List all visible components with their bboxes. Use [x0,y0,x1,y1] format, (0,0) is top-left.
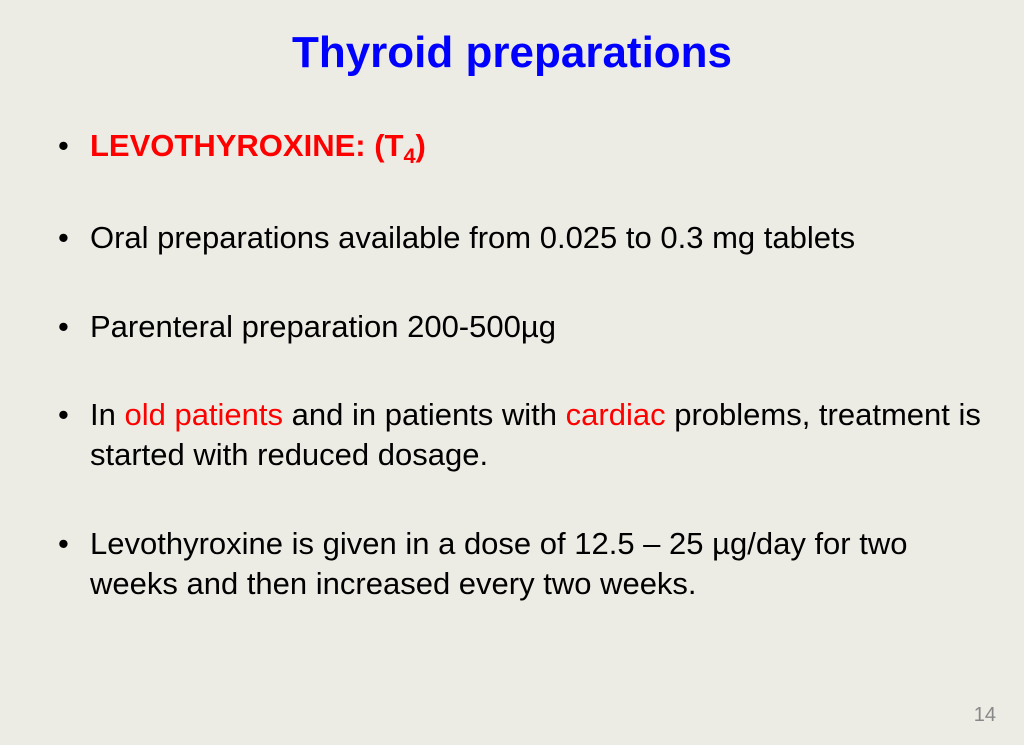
page-number: 14 [974,704,996,727]
slide-title: Thyroid preparations [30,28,994,78]
text-segment: In [90,397,124,432]
drug-name-prefix: LEVOTHYROXINE: (T [90,128,403,163]
bullet-levothyroxine: LEVOTHYROXINE: (T4) [50,126,994,170]
bullet-old-patients: In old patients and in patients with car… [50,395,994,476]
drug-name-suffix: ) [416,128,426,163]
bullet-dosing: Levothyroxine is given in a dose of 12.5… [50,524,994,605]
slide-container: Thyroid preparations LEVOTHYROXINE: (T4)… [0,0,1024,745]
text-segment: and in patients with [283,397,566,432]
bullet-parenteral-prep: Parenteral preparation 200-500µg [50,307,994,347]
drug-name-subscript: 4 [403,143,415,168]
highlight-cardiac: cardiac [566,397,666,432]
highlight-old-patients: old patients [124,397,283,432]
bullet-list: LEVOTHYROXINE: (T4) Oral preparations av… [50,126,994,604]
bullet-oral-prep: Oral preparations available from 0.025 t… [50,218,994,258]
